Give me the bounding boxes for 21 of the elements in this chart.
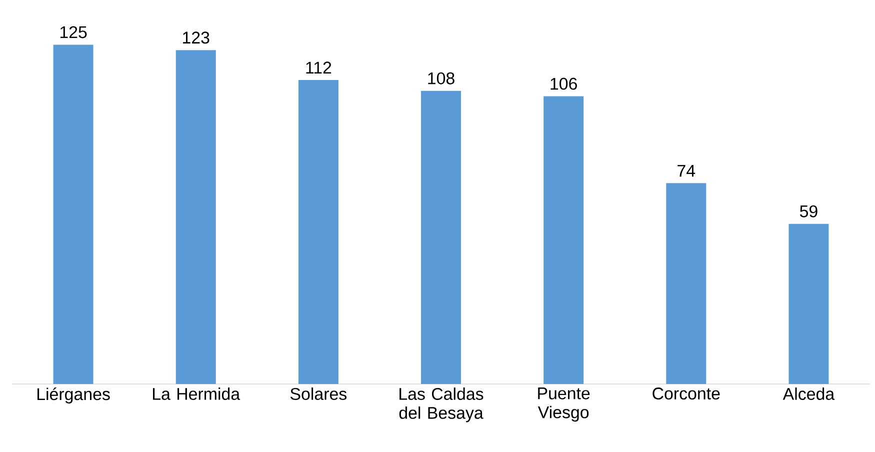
- data-label: 123: [183, 32, 210, 44]
- x-tick-label: Liérganes: [37, 388, 110, 404]
- bar: [176, 50, 216, 384]
- x-tick-label: Puente Viesgo: [538, 388, 590, 422]
- bar: [421, 90, 462, 384]
- data-label: 59: [800, 205, 818, 218]
- data-label: 108: [428, 72, 454, 84]
- x-tick-label: La Hermida: [153, 388, 240, 400]
- data-label: 125: [60, 26, 87, 38]
- x-tick-label: Solares: [290, 388, 347, 400]
- x-tick-label: Corconte: [652, 388, 720, 400]
- x-tick-label: Las Caldas del Besaya: [399, 388, 484, 422]
- bar: [53, 44, 94, 384]
- data-label: 112: [306, 62, 332, 74]
- x-tick-label: Alceda: [782, 388, 835, 400]
- bar: [544, 96, 584, 384]
- bar: [666, 183, 706, 384]
- bar: [788, 224, 829, 384]
- data-label: 74: [678, 164, 696, 177]
- bar: [298, 80, 338, 384]
- data-label: 106: [550, 78, 577, 90]
